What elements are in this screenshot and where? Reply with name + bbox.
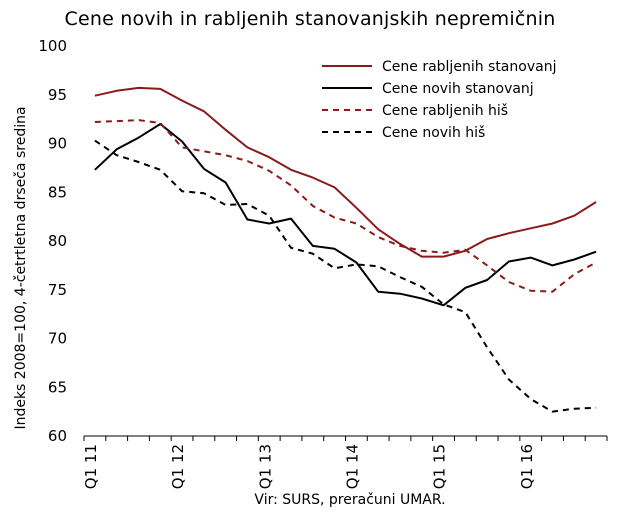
y-tick-label: 85 [48, 183, 67, 201]
axes: 60 65 70 75 80 85 90 95 100 Q1 11 Q1 12 Q1 13 Q1 14 Q… [38, 37, 608, 489]
x-tick-label: Q1 15 [431, 444, 449, 489]
series-line [94, 123, 597, 307]
y-tick-label: 95 [48, 86, 67, 104]
legend-label: Cene rabljenih stanovanj [382, 59, 556, 75]
series-line [94, 139, 597, 413]
y-tick-label: 100 [38, 37, 67, 55]
legend-label: Cene novih hiš [382, 125, 485, 141]
x-tick-label: Q1 13 [256, 444, 274, 489]
legend: Cene rabljenih stanovanj Cene novih stano… [322, 59, 556, 141]
chart-title: Cene novih in rabljenih stanovanjskih ne… [64, 8, 556, 30]
legend-label: Cene novih stanovanj [382, 81, 534, 97]
y-axis-label: Indeks 2008=100, 4-četrtletna drseča sre… [13, 106, 29, 429]
series-line [94, 86, 597, 258]
x-tick-label: Q1 11 [82, 444, 100, 489]
y-tick-label: 70 [48, 330, 67, 348]
y-tick-label: 80 [48, 232, 67, 250]
legend-label: Cene rabljenih hiš [382, 103, 508, 119]
y-tick-label: 60 [48, 427, 67, 445]
x-tick-label: Q1 12 [169, 444, 187, 489]
series-line [94, 119, 597, 293]
series-group [94, 86, 597, 413]
x-tick-label: Q1 14 [344, 444, 362, 489]
source-note: Vir: SURS, preračuni UMAR. [254, 492, 446, 508]
y-tick-label: 90 [48, 135, 67, 153]
y-tick-label: 75 [48, 281, 67, 299]
x-tick-label: Q1 16 [518, 444, 536, 489]
y-tick-label: 65 [48, 378, 67, 396]
